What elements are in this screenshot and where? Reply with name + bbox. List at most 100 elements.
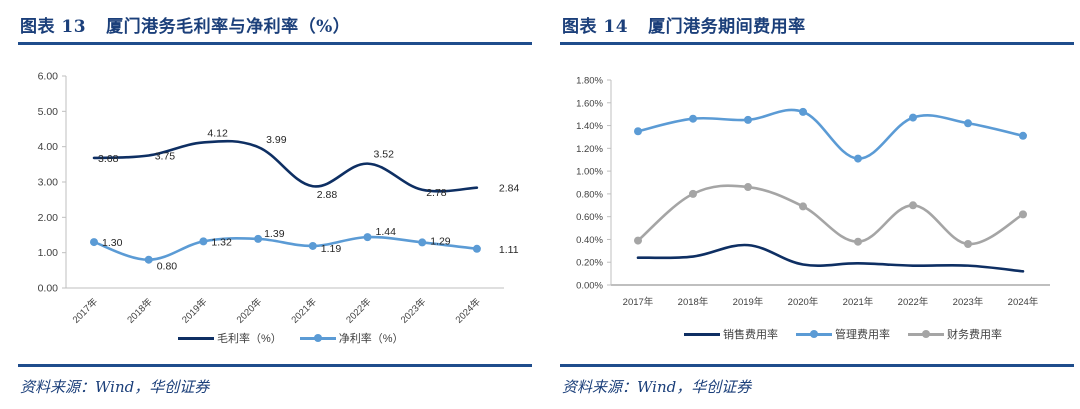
- legend-item: 毛利率（%）: [178, 330, 282, 346]
- data-point: [308, 241, 317, 250]
- series-line-2: [92, 235, 479, 262]
- margin-chart-legend: 毛利率（%） 净利率（%）: [178, 330, 422, 346]
- data-label: 3.52: [374, 149, 395, 161]
- legend-item: 管理费用率: [796, 326, 890, 342]
- data-point: [854, 237, 862, 246]
- data-label: 2.78: [426, 187, 447, 199]
- data-point: [90, 238, 98, 247]
- x-tick-label: 2021年: [289, 295, 320, 326]
- x-tick-label: 2024年: [453, 295, 484, 326]
- margin-chart: 0.00 1.00 2.00 3.00 4.00 5.00 6.00 2017年 2018年 20…: [38, 71, 520, 326]
- figure-13-title: 图表 13 厦门港务毛利率与净利率（%）: [20, 12, 350, 37]
- figure-14-source: 资料来源：Wind，华创证券: [562, 378, 752, 396]
- y-tick-label: 5.00: [38, 106, 59, 118]
- data-point: [799, 202, 807, 211]
- expense-chart-legend: 销售费用率 管理费用率 财务费用率: [684, 326, 1020, 342]
- x-tick-label: 2022年: [343, 295, 374, 326]
- figure-13-number: 图表 13: [20, 17, 87, 37]
- legend-label: 销售费用率: [723, 329, 778, 341]
- legend-item: 销售费用率: [684, 326, 778, 342]
- x-tick-label: 2022年: [898, 296, 929, 308]
- legend-swatch: [908, 330, 944, 338]
- expense-ratio-chart: 0.00% 0.20% 0.40% 0.60% 0.80% 1.00% 1.20% 1.40%…: [576, 76, 1050, 308]
- bottom-divider: [18, 364, 532, 367]
- y-tick-label: 1.40%: [576, 121, 603, 132]
- data-point: [744, 183, 752, 192]
- figure-13-source: 资料来源：Wind，华创证券: [20, 378, 210, 396]
- data-point: [144, 255, 153, 264]
- data-point: [964, 119, 972, 128]
- data-point: [363, 233, 372, 242]
- data-point: [634, 236, 642, 245]
- data-label: 1.11: [499, 244, 519, 256]
- data-point: [634, 127, 642, 136]
- data-point: [1019, 131, 1027, 140]
- x-tick-label: 2017年: [623, 296, 654, 308]
- figure-14-title: 图表 14 厦门港务期间费用率: [562, 12, 806, 37]
- legend-swatch: [178, 336, 214, 340]
- data-label: 1.32: [211, 236, 232, 248]
- x-tick-label: 2020年: [788, 296, 819, 308]
- data-point: [472, 244, 481, 253]
- figure-13-panel: 图表 13 厦门港务毛利率与净利率（%） 0.00 1.00 2.00 3.00 4.00…: [18, 0, 538, 409]
- legend-label: 管理费用率: [835, 329, 890, 341]
- data-label: 3.99: [266, 134, 287, 146]
- data-point: [689, 189, 697, 198]
- data-label: 4.12: [207, 127, 228, 139]
- x-tick-label: 2018年: [678, 296, 709, 308]
- y-tick-label: 0.40%: [576, 235, 603, 246]
- series-line-2: [636, 108, 1025, 160]
- figure-14-panel: 图表 14 厦门港务期间费用率 0.00% 0.20% 0.40% 0.60% 0.80%…: [560, 0, 1080, 409]
- x-tick-label: 2017年: [70, 295, 101, 326]
- data-point: [964, 240, 972, 248]
- y-tick-label: 4.00: [38, 141, 59, 153]
- x-tick-label: 2024年: [1008, 296, 1039, 308]
- y-tick-label: 0.20%: [576, 258, 603, 269]
- legend-label: 财务费用率: [947, 329, 1002, 341]
- legend-item: 财务费用率: [908, 326, 1002, 342]
- y-tick-label: 0.80%: [576, 189, 603, 200]
- data-label: 0.80: [157, 261, 178, 273]
- top-divider: [560, 42, 1074, 45]
- data-label: 1.39: [264, 228, 285, 240]
- y-tick-label: 0.00: [38, 283, 59, 295]
- y-tick-label: 0.00%: [576, 281, 603, 292]
- data-label: 1.30: [102, 237, 123, 249]
- y-tick-label: 0.60%: [576, 212, 603, 223]
- data-label: 1.19: [321, 243, 342, 255]
- x-tick-label: 2021年: [843, 296, 874, 308]
- data-label: 1.44: [376, 226, 397, 238]
- data-point: [909, 201, 917, 210]
- figure-13-title-text: 厦门港务毛利率与净利率（%）: [106, 17, 351, 37]
- legend-marker: [313, 334, 322, 342]
- data-label: 3.75: [155, 151, 176, 163]
- figure-14-number: 图表 14: [562, 17, 629, 37]
- legend-label: 净利率（%）: [338, 333, 404, 345]
- legend-item: 净利率（%）: [299, 330, 404, 346]
- legend-marker: [810, 330, 818, 338]
- y-tick-label: 1.00%: [576, 167, 603, 178]
- y-tick-label: 2.00: [38, 212, 59, 224]
- y-tick-label: 6.00: [38, 71, 59, 83]
- data-point: [418, 238, 427, 247]
- x-tick-label: 2020年: [234, 295, 265, 326]
- data-label: 2.84: [499, 183, 520, 195]
- x-tick-label: 2018年: [125, 295, 156, 326]
- legend-swatch: [299, 334, 336, 342]
- figure-14-title-text: 厦门港务期间费用率: [648, 17, 806, 37]
- x-tick-label: 2023年: [953, 296, 984, 308]
- data-point: [689, 114, 697, 123]
- data-point: [254, 234, 263, 243]
- data-point: [199, 237, 208, 246]
- data-label: 3.68: [98, 153, 119, 165]
- y-tick-label: 1.60%: [576, 98, 603, 109]
- y-tick-label: 1.00: [38, 247, 59, 259]
- data-point: [1019, 210, 1027, 219]
- legend-label: 毛利率（%）: [217, 333, 282, 345]
- legend-marker: [922, 330, 930, 338]
- data-label: 2.88: [317, 189, 338, 201]
- x-tick-label: 2023年: [398, 295, 429, 326]
- legend-swatch: [796, 330, 832, 338]
- series-line-1: [92, 139, 479, 193]
- y-tick-label: 3.00: [38, 177, 59, 189]
